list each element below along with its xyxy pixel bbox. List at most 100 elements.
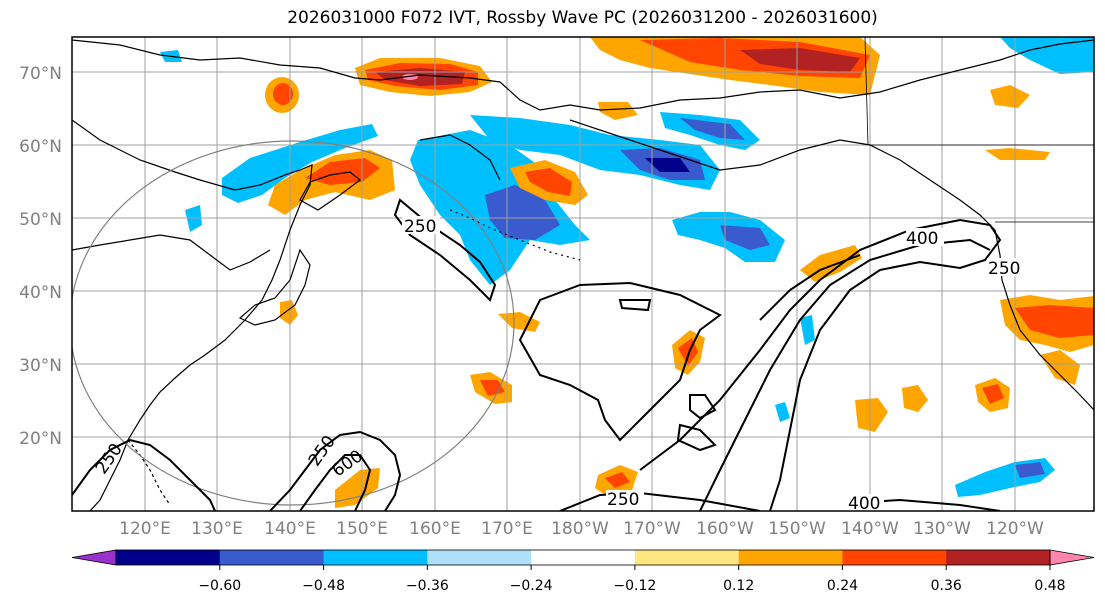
latitude-label: 60°N: [19, 137, 62, 157]
positive-anomaly-shading: [1040, 350, 1080, 385]
contour-line: [689, 394, 717, 420]
colorbar-segment: [842, 550, 947, 565]
colorbar-tick-label: 0.36: [931, 578, 962, 594]
contour-line: [699, 238, 991, 511]
positive-anomaly-shading: [525, 168, 572, 196]
north-america-coastline: [569, 119, 1094, 411]
colorbar-tick-label: −0.48: [302, 578, 345, 594]
longitude-label: 150°E: [336, 519, 388, 539]
colorbar-segment: [219, 550, 325, 565]
contour-label: 250: [404, 217, 436, 237]
colorbar-tick-label: 0.24: [827, 578, 858, 594]
contour-label: 400: [848, 494, 880, 514]
latitude-labels: 70°N 60°N 50°N 40°N 30°N 20°N: [19, 64, 62, 449]
contour-line: [618, 299, 652, 312]
colorbar-tick-label: −0.12: [613, 578, 656, 594]
longitude-label: 120°W: [986, 519, 1044, 539]
contour-line: [676, 423, 717, 452]
contour-label: 250: [607, 490, 639, 510]
map-frame: [71, 36, 1095, 512]
negative-anomaly-shading: [800, 315, 815, 345]
positive-anomaly-shading: [605, 472, 630, 488]
contour-label-background: [402, 216, 440, 234]
longitude-label: 140°E: [264, 519, 316, 539]
positive-anomaly-shading: [480, 380, 505, 396]
longitude-label: 180°W: [551, 519, 609, 539]
coastlines: [72, 37, 1094, 511]
colorbar-frame: [115, 549, 1051, 566]
positive-anomaly-shading: [985, 148, 1050, 160]
negative-anomaly-shading: [680, 118, 745, 140]
contour-label-background: [606, 490, 644, 508]
contour-line: [518, 281, 722, 442]
negative-anomaly-shading: [485, 185, 560, 240]
asia-coastline: [72, 119, 313, 511]
arctic-coastline: [72, 39, 1094, 111]
contour-label-background: [846, 494, 884, 511]
positive-anomaly-shading: [990, 85, 1030, 108]
negative-anomaly-shading: [222, 124, 378, 203]
map-background: [72, 37, 1094, 511]
longitude-label: 150°W: [768, 519, 826, 539]
contour-label: 400: [906, 229, 938, 249]
colorbar-segment: [116, 550, 221, 565]
colorbar: −0.60 −0.48 −0.36 −0.24 −0.12 0.12 0.24 0.36 0.4…: [71, 549, 1095, 594]
japan-coastline: [238, 248, 311, 326]
latitude-label: 30°N: [19, 356, 62, 376]
korea-coastline: [72, 234, 271, 271]
positive-anomaly-shading: [498, 312, 540, 332]
longitude-label: 160°E: [409, 519, 461, 539]
latitude-label: 40°N: [19, 283, 62, 303]
positive-anomaly-shading: [982, 384, 1004, 404]
contour-line: [639, 218, 1002, 511]
negative-anomaly-shading: [1000, 37, 1094, 74]
colorbar-segment: [634, 550, 740, 565]
ivt-contours: [72, 198, 1002, 511]
longitude-label: 130°E: [191, 519, 243, 539]
positive-anomaly-shading: [305, 158, 380, 185]
longitude-label: 120°E: [119, 519, 171, 539]
contour-line: [72, 438, 216, 511]
latitude-label: 70°N: [19, 64, 62, 84]
longitude-label: 170°W: [623, 519, 681, 539]
positive-anomaly-shading: [855, 398, 888, 432]
positive-anomaly-shading: [598, 102, 638, 120]
contour-label-background: [987, 258, 1025, 276]
colorbar-segment: [738, 550, 843, 565]
philippines-coastline: [127, 439, 171, 506]
colorbar-extension-high: [1049, 549, 1095, 566]
negative-anomaly-shading: [720, 225, 770, 250]
contour-labels: 250 250 400 250 250 600 250 400: [92, 216, 1025, 514]
contour-label-background: [906, 228, 944, 246]
boundary-line: [864, 37, 1094, 146]
colorbar-tick-label: −0.60: [198, 578, 241, 594]
colorbar-segment: [323, 550, 428, 565]
contour-line: [299, 454, 372, 511]
positive-anomaly-shading: [273, 83, 293, 105]
positive-anomaly-shading: [740, 48, 860, 72]
colorbar-tick-label: −0.24: [510, 578, 553, 594]
kamchatka-coastline: [299, 171, 361, 211]
map-panel: 250 250 400 250 250 600 250 400: [71, 36, 1095, 514]
negative-anomaly-shading: [1015, 462, 1045, 478]
positive-anomaly-shading: [1015, 305, 1094, 338]
colorbar-extension-low: [71, 549, 117, 566]
colorbar-segment: [427, 550, 532, 565]
colorbar-tick-label: 0.48: [1034, 578, 1065, 594]
longitude-label: 140°W: [841, 519, 899, 539]
figure-title: 2026031000 F072 IVT, Rossby Wave PC (202…: [287, 8, 878, 28]
colorbar-segment: [946, 550, 1051, 565]
longitude-label: 160°W: [696, 519, 754, 539]
latitude-label: 50°N: [19, 210, 62, 230]
latitude-label: 20°N: [19, 429, 62, 449]
colorbar-segment: [531, 550, 636, 565]
longitude-label: 130°W: [913, 519, 971, 539]
longitude-label: 170°E: [481, 519, 533, 539]
aleutian-coastline: [449, 209, 581, 261]
positive-anomaly-shading: [902, 385, 928, 412]
contour-label: 250: [988, 259, 1020, 279]
chukotka-coastline: [419, 134, 501, 181]
range-circle: [72, 140, 515, 506]
colorbar-tick-label: 0.12: [723, 578, 754, 594]
contour-line: [269, 430, 402, 511]
